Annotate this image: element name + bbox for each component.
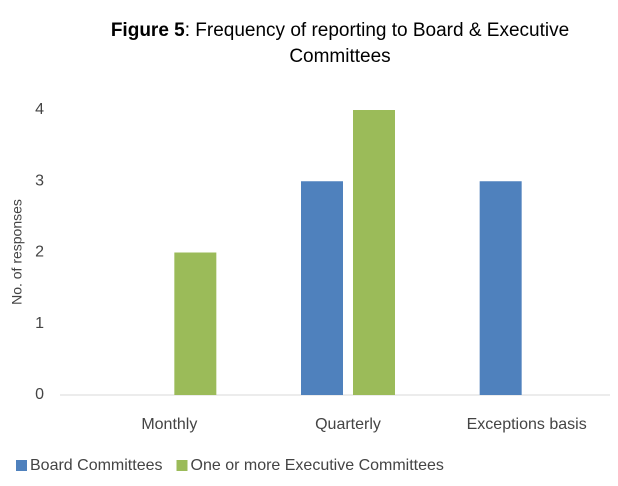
- bar: [301, 181, 343, 395]
- y-tick-label: 0: [35, 386, 44, 403]
- bar: [174, 252, 217, 395]
- title-bold: Figure 5: [110, 20, 185, 41]
- legend-label: Board Committees: [30, 457, 163, 474]
- x-tick-label: Exceptions basis: [467, 416, 587, 433]
- x-tick-label: Quarterly: [315, 416, 381, 433]
- legend-swatch: [176, 460, 188, 471]
- y-tick-label: 4: [35, 101, 44, 118]
- y-tick-label: 3: [35, 172, 44, 189]
- title-text: : Frequency of reporting to Board & Exec…: [184, 20, 570, 67]
- y-tick-label: 2: [35, 244, 44, 261]
- legend-swatch: [16, 460, 27, 471]
- legend-label: One or more Executive Committees: [191, 457, 444, 474]
- bar: [479, 181, 522, 395]
- chart-title: Figure 5: Frequency of reporting to Boar…: [110, 18, 570, 70]
- x-tick-label: Monthly: [141, 416, 197, 433]
- y-tick-label: 1: [35, 315, 44, 332]
- bar: [353, 110, 395, 395]
- y-axis-label: No. of responses: [9, 199, 25, 305]
